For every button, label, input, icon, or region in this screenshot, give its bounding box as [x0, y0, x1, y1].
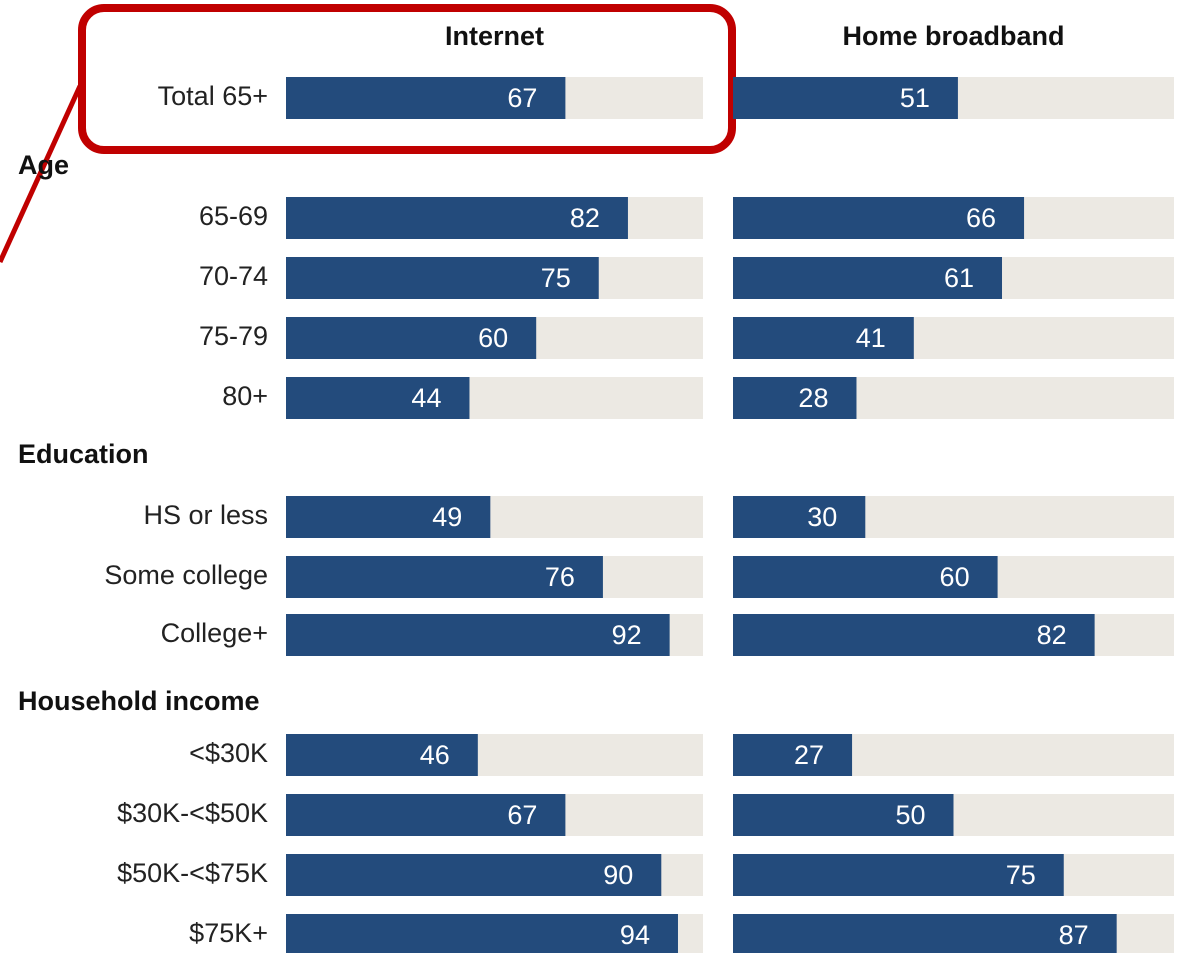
- bar: [733, 77, 958, 119]
- bar: [286, 794, 566, 836]
- panel-title: Internet: [445, 21, 544, 51]
- value-label: 75: [541, 263, 571, 293]
- bar: [286, 854, 662, 896]
- bar: [733, 197, 1025, 239]
- bar: [733, 377, 857, 419]
- bar: [733, 914, 1117, 953]
- value-label: 41: [856, 323, 886, 353]
- value-label: 67: [507, 83, 537, 113]
- group-label: Household income: [18, 686, 260, 716]
- value-label: 49: [432, 502, 462, 532]
- bar: [733, 734, 853, 776]
- bar: [733, 556, 998, 598]
- value-label: 30: [807, 502, 837, 532]
- value-label: 94: [620, 920, 650, 950]
- value-label: 82: [570, 203, 600, 233]
- value-label: 87: [1059, 920, 1089, 950]
- value-label: 27: [794, 740, 824, 770]
- category-label: 75-79: [199, 321, 268, 351]
- bar: [286, 317, 537, 359]
- panel-title: Home broadband: [842, 21, 1064, 51]
- value-label: 67: [507, 800, 537, 830]
- value-label: 50: [895, 800, 925, 830]
- bar: [286, 734, 478, 776]
- category-label: Some college: [104, 560, 268, 590]
- category-label: College+: [161, 618, 268, 648]
- category-label: $50K-<$75K: [117, 858, 268, 888]
- category-label: 70-74: [199, 261, 268, 291]
- value-label: 28: [798, 383, 828, 413]
- category-label: Total 65+: [158, 81, 268, 111]
- bar: [733, 317, 914, 359]
- value-label: 44: [411, 383, 441, 413]
- bar: [733, 496, 866, 538]
- bar: [286, 257, 599, 299]
- bar: [733, 854, 1064, 896]
- category-label: $75K+: [189, 918, 268, 948]
- value-label: 90: [603, 860, 633, 890]
- value-label: 46: [420, 740, 450, 770]
- bar: [733, 257, 1003, 299]
- bar: [286, 197, 628, 239]
- value-label: 51: [900, 83, 930, 113]
- bar: [286, 496, 491, 538]
- highlight-box: [78, 4, 736, 154]
- value-label: 92: [612, 620, 642, 650]
- highlight-pointer: [0, 84, 83, 264]
- group-label: Education: [18, 439, 149, 469]
- value-label: 60: [478, 323, 508, 353]
- group-label: Age: [18, 150, 69, 180]
- bar: [286, 377, 470, 419]
- value-label: 82: [1037, 620, 1067, 650]
- bar: [286, 77, 566, 119]
- value-label: 61: [944, 263, 974, 293]
- value-label: 75: [1006, 860, 1036, 890]
- category-label: 80+: [222, 381, 268, 411]
- bar: [733, 794, 954, 836]
- category-label: <$30K: [189, 738, 268, 768]
- bar: [286, 556, 603, 598]
- bar: [286, 614, 670, 656]
- category-label: 65-69: [199, 201, 268, 231]
- bar: [733, 614, 1095, 656]
- value-label: 66: [966, 203, 996, 233]
- value-label: 76: [545, 562, 575, 592]
- category-label: $30K-<$50K: [117, 798, 268, 828]
- bar: [286, 914, 678, 953]
- value-label: 60: [940, 562, 970, 592]
- category-label: HS or less: [143, 500, 268, 530]
